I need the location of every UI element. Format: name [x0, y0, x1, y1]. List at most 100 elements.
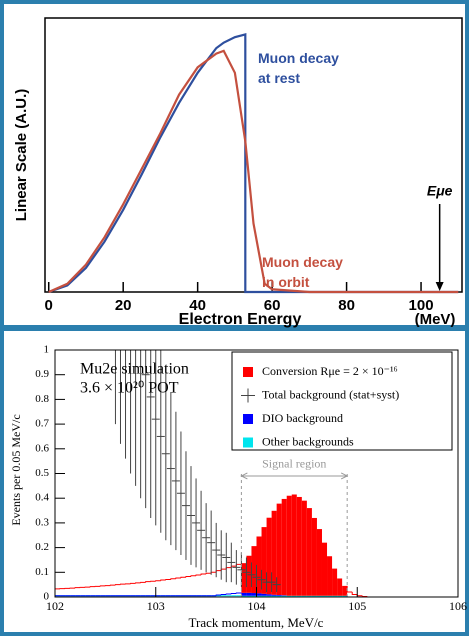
histogram-step	[346, 585, 353, 593]
x-tick-label: 105	[348, 599, 366, 613]
histogram-bar	[332, 568, 338, 596]
legend-label: Other backgrounds	[262, 434, 354, 448]
histogram-bar	[286, 595, 292, 597]
x-tick-label: 80	[338, 297, 355, 314]
y-tick-label: 0.9	[35, 368, 49, 380]
x-tick-label: 40	[189, 297, 206, 314]
histogram-step	[175, 577, 181, 579]
histogram-bar	[291, 595, 297, 597]
x-tick-label: 0	[45, 297, 53, 314]
legend-swatch	[243, 414, 253, 424]
legend-swatch	[241, 388, 255, 403]
histogram-bar	[281, 595, 287, 597]
histogram-bar	[276, 595, 282, 597]
histogram-bar	[241, 595, 247, 597]
histogram-bar	[332, 595, 338, 597]
histogram-bar	[342, 585, 348, 596]
x-tick-label: 100	[409, 297, 434, 314]
histogram-bar	[266, 594, 272, 596]
histogram-bar	[246, 592, 252, 596]
histogram-bar	[342, 595, 348, 597]
series-label: Muon decay at rest	[258, 50, 339, 86]
histogram-bar	[327, 595, 333, 597]
series-label: Muon decay in orbit	[262, 254, 343, 290]
histogram-step	[55, 588, 61, 597]
legend-label: Total background (stat+syst)	[262, 387, 399, 401]
histogram-bar	[246, 595, 252, 597]
bottom-chart: Signal region 102 103 104 105 106 0 0.1 0.2 0.3 0.…	[9, 344, 467, 630]
y-axis-label: Events per 0.05 MeV/c	[9, 414, 23, 525]
histogram-step	[351, 592, 358, 596]
y-tick-label: 0.6	[35, 442, 49, 454]
histogram-step	[195, 574, 202, 576]
y-tick-label: 0	[44, 591, 50, 603]
histogram-bar	[256, 593, 262, 596]
histogram-bar	[316, 529, 322, 596]
y-tick-label: 1	[44, 344, 50, 356]
histogram-bar	[261, 595, 267, 597]
histogram-bar	[251, 595, 257, 597]
x-tick-label: 104	[248, 599, 266, 613]
arrow-head	[240, 472, 349, 480]
y-tick-label: 0.5	[35, 467, 49, 479]
histogram-bar	[321, 542, 328, 596]
histogram-bar	[306, 508, 312, 596]
y-tick-label: 0.4	[35, 492, 49, 504]
histogram-bar	[266, 517, 272, 595]
histogram-bar	[271, 510, 277, 595]
histogram-step	[200, 573, 207, 576]
histogram-bar	[337, 578, 343, 596]
chart-title: Mu2e simulation	[80, 361, 189, 378]
histogram-bar	[276, 595, 282, 596]
histogram-bar	[261, 593, 267, 596]
histogram-bar	[296, 496, 302, 596]
histogram-step	[170, 578, 176, 580]
top-chart: 0 20 40 60 80 100 Electron Energy (MeV) Linear S…	[13, 17, 463, 328]
arrow-head	[435, 282, 444, 291]
y-tick-label: 0.7	[35, 418, 49, 430]
histogram-bar	[251, 593, 257, 596]
histogram-step	[190, 575, 197, 577]
y-tick-label: 0.3	[35, 516, 49, 528]
histogram-bar	[306, 595, 312, 597]
legend-box	[231, 351, 453, 451]
histogram-bar	[271, 594, 277, 596]
x-tick-label: 103	[147, 599, 165, 613]
histogram-bar	[276, 503, 282, 596]
histogram-bar	[321, 595, 328, 597]
annotation-label: Eμe	[427, 183, 453, 199]
plot-area	[55, 350, 458, 597]
chart-subtitle: 3.6 × 10²⁰ POT	[80, 380, 179, 397]
histogram-bar	[327, 556, 333, 596]
histogram-bar	[271, 595, 277, 597]
histogram-step	[205, 572, 212, 575]
histogram-bar	[281, 498, 287, 596]
histogram-bar	[337, 595, 343, 597]
histogram-step	[180, 576, 186, 578]
x-tick-label: 20	[115, 297, 132, 314]
y-tick-label: 0.1	[35, 566, 49, 578]
histogram-bar	[256, 536, 262, 594]
histogram-step	[215, 594, 222, 596]
x-tick-label: 106	[449, 599, 467, 613]
histogram-bar	[261, 527, 267, 594]
histogram-bar	[266, 595, 272, 597]
legend-label: DIO background	[262, 411, 343, 425]
y-tick-label: 0.8	[35, 393, 49, 405]
y-axis-label: Linear Scale (A.U.)	[13, 89, 30, 222]
legend-swatch	[243, 437, 253, 448]
histogram-bar	[286, 495, 292, 596]
x-axis-unit: (MeV)	[415, 311, 456, 328]
x-axis-label: Track momentum, MeV/c	[189, 615, 324, 630]
histogram-bar	[256, 595, 262, 597]
x-tick-label: 102	[46, 599, 64, 613]
histogram-bar	[311, 595, 317, 597]
histogram-step	[55, 595, 61, 597]
histogram-bar	[296, 595, 302, 597]
x-tick-label: 60	[264, 297, 281, 314]
legend-swatch	[243, 367, 253, 377]
y-tick-label: 0.2	[35, 541, 49, 553]
histogram-bar	[311, 517, 317, 596]
